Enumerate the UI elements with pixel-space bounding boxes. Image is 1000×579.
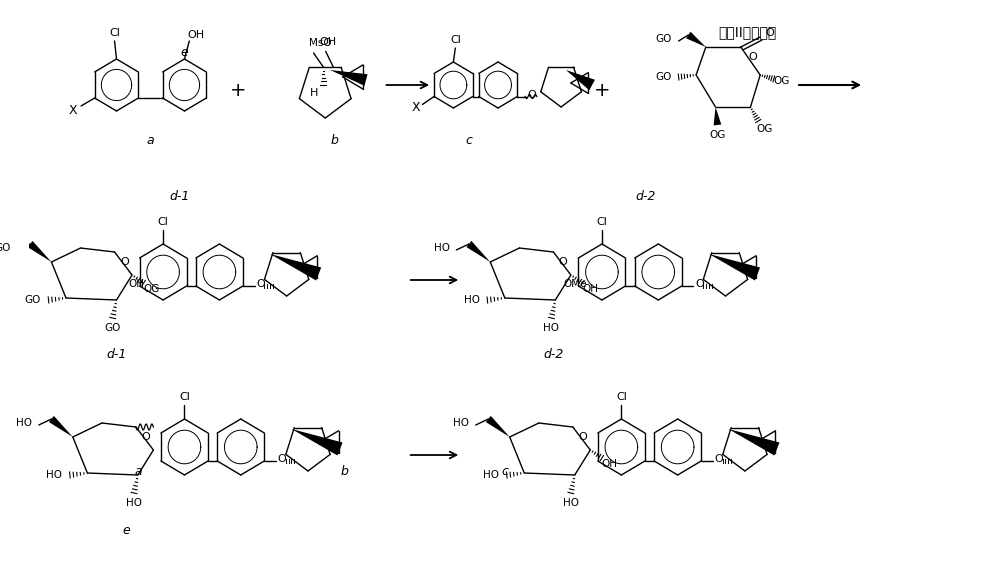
Text: Cl: Cl: [616, 392, 627, 402]
Text: Cl: Cl: [179, 392, 190, 402]
Text: HO: HO: [543, 323, 559, 333]
Text: O: O: [120, 257, 129, 267]
Text: O: O: [141, 432, 150, 442]
Text: Cl: Cl: [109, 28, 120, 38]
Text: OG: OG: [709, 130, 726, 140]
Polygon shape: [49, 416, 73, 437]
Polygon shape: [728, 429, 779, 456]
Text: +: +: [230, 80, 246, 100]
Text: HO: HO: [434, 243, 450, 253]
Polygon shape: [709, 254, 760, 280]
Text: O: O: [277, 454, 286, 464]
Polygon shape: [566, 70, 595, 90]
Text: d-1: d-1: [106, 349, 127, 361]
Text: a: a: [147, 134, 154, 146]
Text: 式（II）化合物: 式（II）化合物: [718, 25, 777, 39]
Text: HO: HO: [483, 470, 499, 480]
Text: X: X: [411, 101, 420, 114]
Polygon shape: [270, 254, 321, 280]
Text: c: c: [501, 466, 508, 478]
Text: OH: OH: [319, 38, 336, 47]
Text: GO: GO: [655, 72, 671, 82]
Text: OG: OG: [756, 124, 772, 134]
Text: b: b: [331, 134, 339, 146]
Text: O: O: [695, 279, 704, 289]
Text: b: b: [341, 466, 349, 478]
Text: GO: GO: [25, 295, 41, 305]
Text: X: X: [69, 104, 78, 116]
Polygon shape: [486, 416, 510, 437]
Polygon shape: [714, 107, 721, 126]
Text: Cl: Cl: [596, 217, 607, 227]
Polygon shape: [291, 429, 343, 456]
Text: GO: GO: [0, 243, 11, 253]
Text: OMe: OMe: [563, 279, 587, 289]
Text: GO: GO: [655, 34, 671, 44]
Text: c: c: [465, 134, 472, 146]
Text: O: O: [256, 279, 265, 289]
Text: H: H: [309, 88, 318, 98]
Text: O: O: [578, 432, 587, 442]
Polygon shape: [686, 32, 706, 47]
Text: MsO: MsO: [309, 38, 332, 48]
Text: O: O: [766, 28, 774, 38]
Text: OG: OG: [773, 76, 790, 86]
Text: d-1: d-1: [169, 190, 190, 203]
Text: OH: OH: [582, 284, 598, 294]
Text: Cl: Cl: [158, 217, 169, 227]
Text: a: a: [134, 466, 142, 478]
Text: HO: HO: [46, 470, 62, 480]
Text: OH: OH: [602, 459, 618, 469]
Text: +: +: [594, 80, 610, 100]
Text: OH: OH: [128, 279, 144, 289]
Polygon shape: [466, 241, 490, 262]
Text: d-2: d-2: [635, 190, 656, 203]
Text: GO: GO: [104, 323, 121, 333]
Text: d-2: d-2: [543, 349, 564, 361]
Polygon shape: [28, 241, 51, 262]
Polygon shape: [330, 70, 368, 86]
Text: OH: OH: [188, 30, 205, 40]
Text: HO: HO: [464, 295, 480, 305]
Text: e: e: [181, 46, 188, 58]
Text: O: O: [714, 454, 723, 464]
Text: O: O: [748, 52, 757, 62]
Text: e: e: [122, 523, 130, 537]
Text: Cl: Cl: [450, 35, 461, 45]
Text: O: O: [528, 90, 536, 100]
Text: O: O: [559, 257, 567, 267]
Text: HO: HO: [453, 418, 469, 428]
Text: OG: OG: [143, 284, 160, 294]
Text: HO: HO: [126, 498, 142, 508]
Text: HO: HO: [16, 418, 32, 428]
Text: HO: HO: [563, 498, 579, 508]
